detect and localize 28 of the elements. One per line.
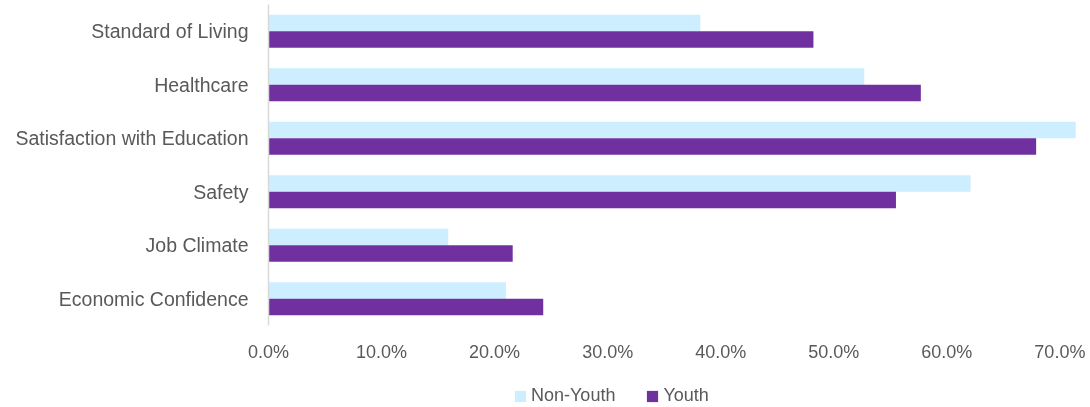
x-tick-label: 60.0% (921, 341, 973, 362)
bar (268, 282, 506, 299)
x-tick-label: 20.0% (469, 341, 521, 362)
x-tick-label: 40.0% (695, 341, 747, 362)
bar (268, 31, 814, 48)
bar (268, 298, 544, 316)
x-tick-label: 30.0% (582, 341, 634, 362)
x-tick-label: 0.0% (247, 341, 290, 362)
bar (268, 121, 1076, 139)
legend-label: Non-Youth (531, 385, 616, 406)
y-tick-label: Satisfaction with Education (15, 127, 249, 150)
x-tick-label: 10.0% (356, 341, 408, 362)
y-tick-label: Safety (193, 180, 249, 203)
legend-label: Youth (663, 385, 709, 406)
y-tick-label: Economic Confidence (58, 287, 249, 310)
bar (268, 245, 513, 262)
x-tick-label: 70.0% (1034, 341, 1086, 362)
bar (268, 191, 896, 209)
bar (268, 14, 701, 32)
y-tick-label: Healthcare (154, 73, 249, 96)
y-tick-label: Job Climate (145, 234, 249, 257)
bar (268, 68, 865, 85)
bar (268, 84, 921, 102)
bar (268, 228, 449, 246)
bar (268, 175, 971, 192)
bar (268, 138, 1037, 155)
x-tick-label: 50.0% (808, 341, 860, 362)
y-tick-label: Standard of Living (91, 20, 249, 43)
